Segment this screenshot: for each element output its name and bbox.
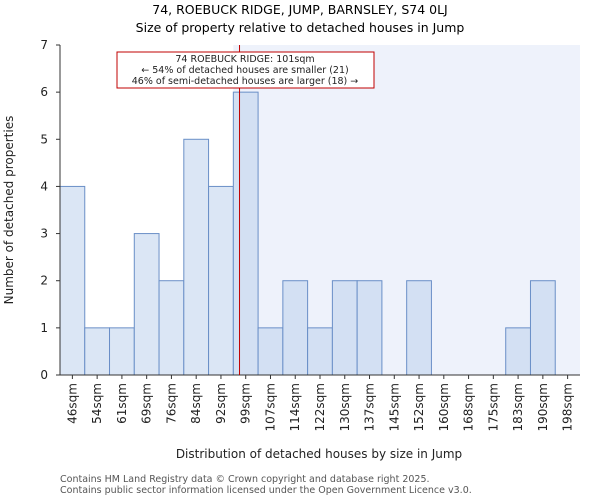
bar-69sqm [133, 233, 160, 376]
x-tick-label: 152sqm [412, 383, 426, 431]
y-tick-label: 7 [40, 38, 48, 52]
x-tick-label: 175sqm [486, 383, 500, 431]
x-tick-label: 46sqm [65, 383, 79, 424]
annotation-line-3: 46% of semi-detached houses are larger (… [132, 76, 359, 87]
x-tick-label: 122sqm [313, 383, 327, 431]
bar-76sqm [158, 280, 185, 376]
bar-114sqm [282, 280, 309, 376]
bar-190sqm [529, 280, 556, 376]
y-ticks-group: 0 1 2 3 4 5 6 7 [40, 38, 60, 382]
x-tick-label: 114sqm [288, 383, 302, 431]
y-axis-label: Number of detached properties [2, 116, 16, 305]
x-tick-label: 99sqm [239, 383, 253, 424]
annotation-line-2: ← 54% of detached houses are smaller (21… [141, 65, 348, 76]
bar-152sqm [406, 280, 432, 376]
annotation-box [116, 51, 375, 89]
y-tick-label: 6 [40, 85, 48, 99]
x-axis-label: Distribution of detached houses by size … [176, 447, 462, 461]
bar-183sqm [505, 327, 531, 376]
y-tick-label: 5 [40, 132, 48, 146]
y-tick-label: 4 [40, 179, 48, 193]
chart-subtitle: Size of property relative to detached ho… [136, 20, 465, 35]
x-tick-label: 160sqm [437, 383, 451, 431]
bar-54sqm [84, 327, 111, 376]
x-tick-label: 61sqm [115, 383, 129, 424]
x-tick-label: 198sqm [561, 383, 575, 431]
x-tick-label: 183sqm [511, 383, 525, 431]
bar-99sqm [232, 91, 259, 376]
bar-84sqm [183, 138, 210, 376]
bar-122sqm [307, 327, 333, 376]
x-tick-label: 54sqm [90, 383, 104, 424]
x-tick-label: 190sqm [536, 383, 550, 431]
bar-61sqm [109, 327, 135, 376]
bar-137sqm [356, 280, 383, 376]
y-tick-label: 1 [40, 321, 48, 335]
bar-130sqm [331, 280, 358, 376]
bars-group [59, 91, 556, 376]
x-ticks-group: 46sqm 54sqm 61sqm 69sqm 76sqm 84sqm 92sqm 99sqm… [65, 375, 575, 431]
footer-line-1: Contains HM Land Registry data © Crown c… [60, 474, 430, 485]
x-tick-label: 92sqm [214, 383, 228, 424]
bar-46sqm [59, 185, 86, 376]
x-tick-label: 84sqm [189, 383, 203, 424]
footer-line-2: Contains public sector information licen… [60, 485, 472, 496]
y-tick-label: 3 [40, 227, 48, 241]
x-tick-label: 130sqm [338, 383, 352, 431]
x-tick-label: 137sqm [363, 383, 377, 431]
bar-92sqm [208, 185, 234, 376]
y-tick-label: 0 [40, 368, 48, 382]
x-tick-label: 168sqm [462, 383, 476, 431]
x-tick-label: 145sqm [387, 383, 401, 431]
bar-107sqm [257, 327, 284, 376]
chart-title: 74, ROEBUCK RIDGE, JUMP, BARNSLEY, S74 0… [152, 2, 448, 17]
x-tick-label: 69sqm [140, 383, 154, 424]
annotation-line-1: 74 ROEBUCK RIDGE: 101sqm [175, 54, 314, 65]
x-tick-label: 76sqm [164, 383, 178, 424]
y-tick-label: 2 [40, 274, 48, 288]
x-tick-label: 107sqm [263, 383, 277, 431]
